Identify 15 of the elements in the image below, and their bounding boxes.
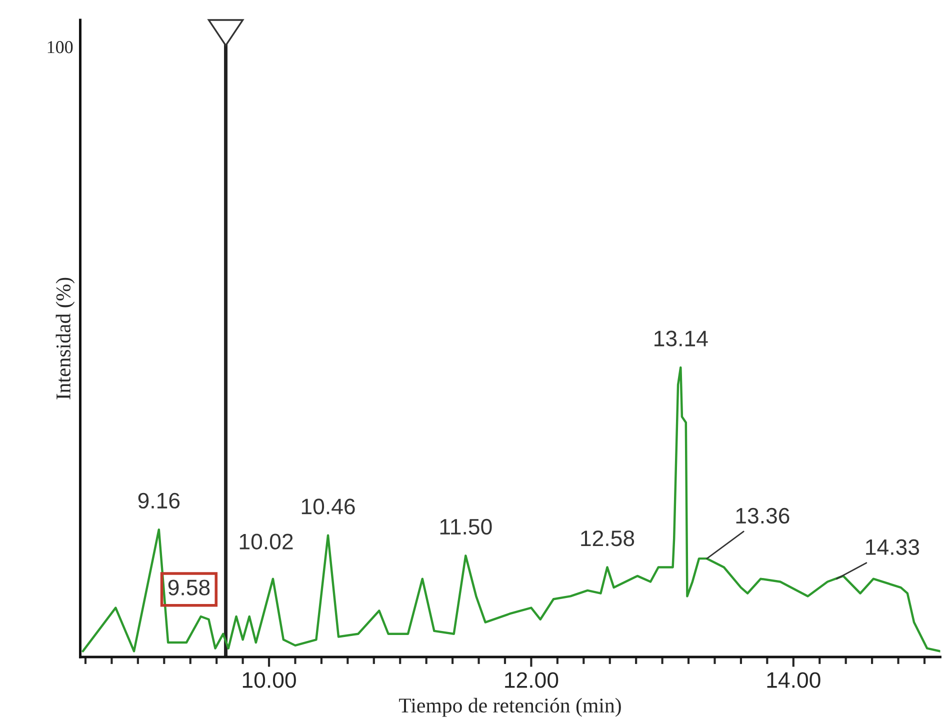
x-tick-label: 14.00 <box>767 672 820 688</box>
annotation: 13.36 <box>736 508 790 524</box>
y-axis-title: Intensidad (%) <box>56 278 75 400</box>
x-tick-label: 10.00 <box>242 672 296 688</box>
annotation: 14.33 <box>866 539 920 556</box>
annotation: 11.50 <box>440 518 492 535</box>
annotation: 12.58 <box>581 530 634 546</box>
annotation: 13.14 <box>654 330 708 346</box>
annotation: 9.16 <box>138 492 180 509</box>
x-axis-title: Tiempo de retención (min) <box>399 698 621 717</box>
annotation: 9.58 <box>168 580 210 596</box>
annotation: 10.02 <box>240 534 293 550</box>
annotation: 10.46 <box>302 498 355 514</box>
x-tick-label: 12.00 <box>505 672 558 688</box>
text: 100 <box>48 41 73 54</box>
